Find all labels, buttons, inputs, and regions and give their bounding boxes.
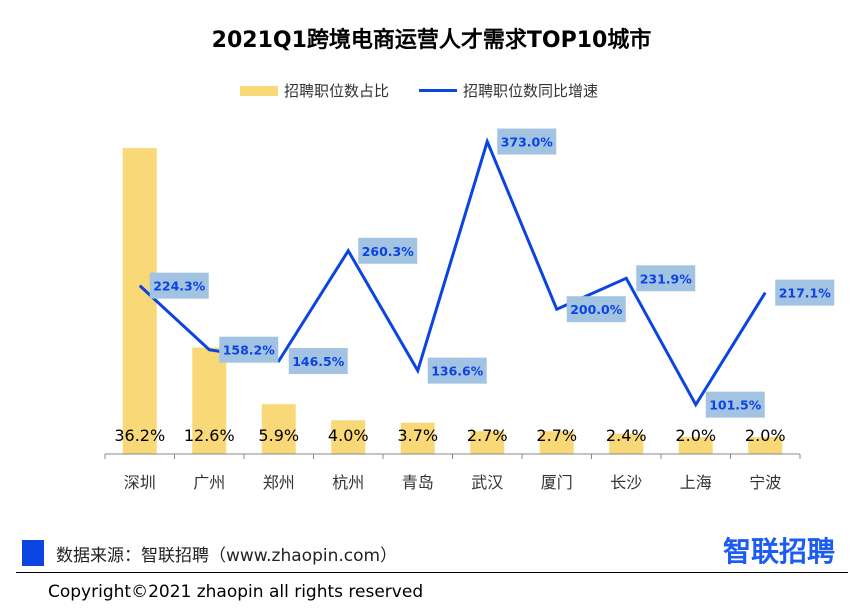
x-tick-label: 武汉 [471,473,503,492]
bar [678,437,713,454]
x-tick-label: 长沙 [610,473,642,492]
x-tick-label: 宁波 [749,473,781,492]
line-label-box [497,128,557,155]
line-label-box [358,237,418,264]
bar-data-label: 3.7% [397,426,438,445]
bar [122,148,157,455]
bar [331,420,366,454]
bar-data-label: 36.2% [114,426,165,445]
line-data-label: 224.3% [153,279,206,294]
bar [192,347,227,454]
plot-area: 深圳 广州 郑州 杭州 青岛 武汉 厦门 长沙 上海 宁波 36.2% 12.6% 5.9% 4.0% 3.… [104,128,835,492]
legend-bar-swatch [240,85,278,96]
line-data-label: 158.2% [223,343,276,358]
legend-line-swatch [419,89,458,92]
line-label-box [775,279,835,306]
x-tick-label: 厦门 [541,473,573,492]
line-label-box [705,391,765,418]
x-tick-label: 杭州 [332,473,364,492]
line-label-box [566,296,626,323]
line-data-label: 260.3% [362,244,415,259]
bar [748,437,783,454]
x-tick-label: 青岛 [402,473,434,492]
bar-data-label: 4.0% [328,426,369,445]
line-data-label: 200.0% [570,302,623,317]
line-label-box [636,265,696,292]
bar [400,422,435,454]
source-text: 数据来源：智联招聘（www.zhaopin.com） [56,545,398,566]
line-label-box [149,272,209,299]
zhaopin-logo: 智联招聘 [722,535,835,568]
legend-bar-label: 招聘职位数占比 [284,82,390,100]
bar [261,404,296,454]
legend: 招聘职位数占比 招聘职位数同比增速 [240,80,598,101]
line-data-label: 217.1% [779,286,832,301]
bar-data-label: 5.9% [258,426,299,445]
line-data-label: 136.6% [431,364,484,379]
bar-data-label: 2.7% [536,426,577,445]
line-data-label: 231.9% [640,271,693,286]
x-tick-label: 广州 [193,473,225,492]
chart-title: 2021Q1跨境电商运营人才需求TOP10城市 [211,28,652,53]
line-label-box [288,348,348,375]
line-label-box [219,336,279,363]
bar [470,431,505,454]
line-label-box [427,357,487,384]
bar-data-label: 2.0% [675,426,716,445]
bar [609,433,644,454]
x-tick-label: 上海 [680,473,712,492]
line-data-label: 146.5% [292,354,345,369]
bar-data-label: 2.4% [606,426,647,445]
source-marker [22,540,44,566]
data-source: 数据来源：智联招聘（www.zhaopin.com） [22,540,397,566]
bar-data-label: 12.6% [184,426,235,445]
bar [539,431,574,454]
line-data-label: 101.5% [709,398,762,413]
legend-line-label: 招聘职位数同比增速 [463,82,599,100]
divider [16,572,848,573]
x-tick-label: 郑州 [263,473,295,492]
x-tick-label: 深圳 [124,473,156,492]
bar-data-label: 2.0% [745,426,786,445]
line-data-label: 373.0% [501,135,554,150]
bar-data-label: 2.7% [467,426,508,445]
copyright: Copyright©2021 zhaopin all rights reserv… [48,582,424,602]
